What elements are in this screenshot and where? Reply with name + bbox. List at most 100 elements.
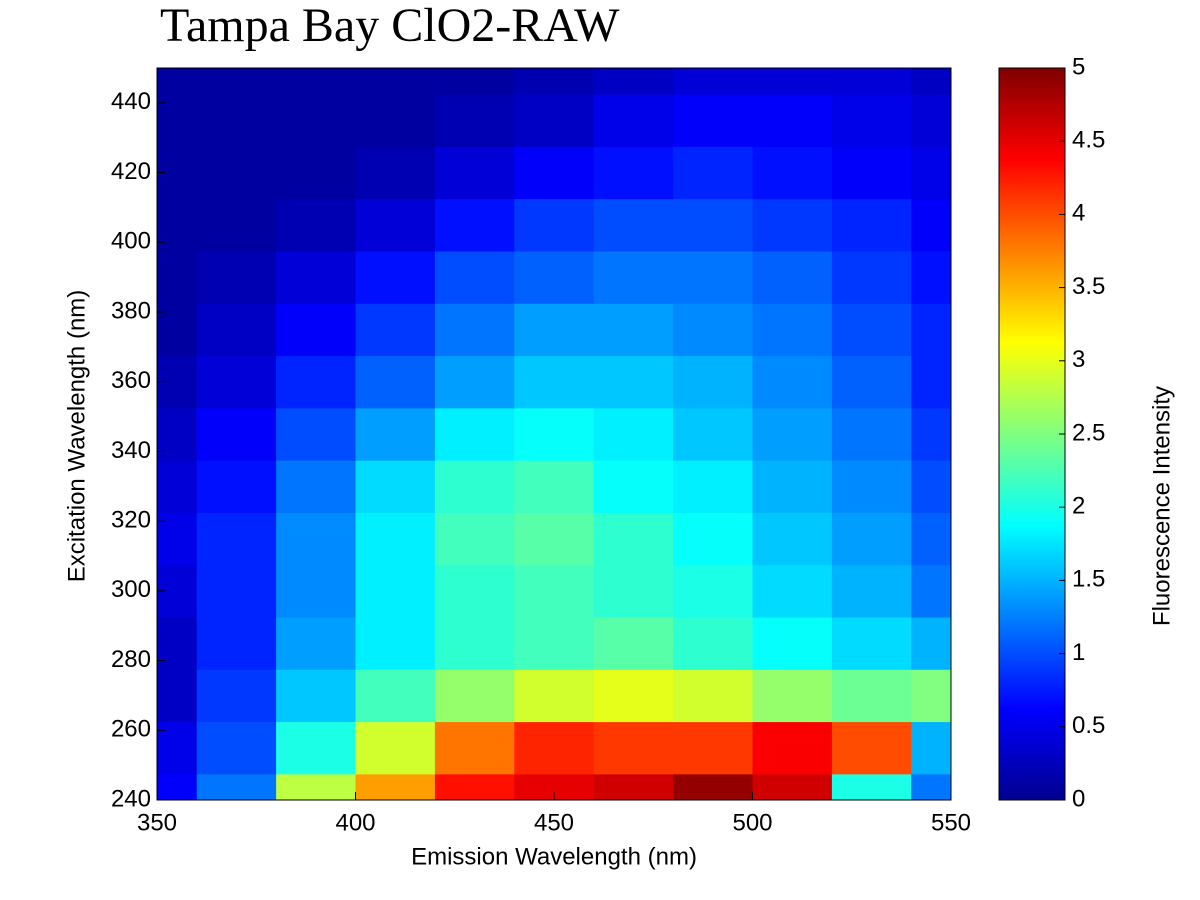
contour-cell (276, 303, 356, 357)
contour-cell (157, 773, 198, 800)
contour-cell (355, 251, 436, 304)
contour-cell (276, 721, 356, 775)
contour-cell (831, 721, 912, 775)
y-tick-label: 280 (111, 646, 151, 673)
contour-cell (673, 617, 753, 670)
contour-cell (911, 303, 951, 357)
contour-cell (752, 303, 833, 357)
contour-cell (593, 407, 674, 461)
contour-cell (752, 146, 833, 200)
y-tick-label: 260 (111, 716, 151, 743)
contour-cell (157, 721, 198, 775)
contour-cell (593, 94, 674, 147)
contour-cell (434, 407, 515, 461)
contour-cell (673, 564, 753, 618)
contour-cell (434, 68, 515, 95)
contour-cell (831, 198, 912, 252)
contour-cell (593, 355, 674, 409)
contour-cell (514, 617, 595, 670)
colorbar-tick-label: 3.5 (1072, 273, 1105, 300)
colorbar-tick-label: 2.5 (1072, 419, 1105, 446)
contour-cell (355, 68, 436, 95)
contour-cell (673, 146, 753, 200)
contour-cell (514, 303, 595, 357)
contour-cell (673, 355, 753, 409)
contour-cell (276, 251, 356, 304)
contour-cell (434, 303, 515, 357)
colorbar-label: Fluorescence Intensity (1148, 386, 1175, 626)
colorbar-tick-label: 0.5 (1072, 712, 1105, 739)
contour-cell (514, 355, 595, 409)
contour-cell (157, 303, 198, 357)
contour-cell (831, 146, 912, 200)
contour-cell (831, 303, 912, 357)
contour-cell (911, 721, 951, 775)
contour-cell (752, 94, 833, 147)
contour-cell (911, 669, 951, 723)
contour-cell (752, 617, 833, 670)
contour-cell (911, 617, 951, 670)
contour-cell (276, 146, 356, 200)
contour-cell (593, 512, 674, 566)
contour-cell (831, 773, 912, 800)
contour-cell (752, 460, 833, 513)
contour-cell (911, 146, 951, 200)
contour-cell (673, 94, 753, 147)
contour-cell (911, 68, 951, 95)
contour-cell (196, 564, 277, 618)
y-tick-label: 400 (111, 228, 151, 255)
chart-title: Tampa Bay ClO2-RAW (160, 0, 620, 52)
contour-cell (355, 146, 436, 200)
contour-cell (673, 773, 753, 800)
contour-cell (434, 146, 515, 200)
contour-cell (911, 564, 951, 618)
y-tick-label: 360 (111, 367, 151, 394)
contour-cell (593, 198, 674, 252)
contour-cell (157, 198, 198, 252)
contour-cell (514, 669, 595, 723)
contour-cell (196, 669, 277, 723)
contour-cell (593, 721, 674, 775)
contour-cell (355, 721, 436, 775)
colorbar (998, 67, 1066, 801)
contour-cell (434, 198, 515, 252)
contour-cell (276, 669, 356, 723)
contour-cell (673, 460, 753, 513)
contour-cell (157, 407, 198, 461)
contour-cell (593, 460, 674, 513)
contour-cell (673, 407, 753, 461)
contour-cell (911, 407, 951, 461)
contour-cell (196, 94, 277, 147)
contour-cell (673, 198, 753, 252)
colorbar-tick-label: 4 (1072, 200, 1085, 227)
contour-cell (355, 355, 436, 409)
contour-cell (831, 512, 912, 566)
x-tick-label: 550 (931, 809, 971, 836)
y-axis-label: Excitation Wavelength (nm) (63, 290, 90, 583)
contour-cell (831, 564, 912, 618)
contour-cell (911, 773, 951, 800)
contour-cell (593, 251, 674, 304)
contour-cell (434, 460, 515, 513)
contour-cell (752, 355, 833, 409)
colorbar-tick-label: 1 (1072, 639, 1085, 666)
contour-cell (752, 407, 833, 461)
contour-cell (196, 617, 277, 670)
contour-cell (434, 564, 515, 618)
contour-cell (276, 773, 356, 800)
contour-cell (831, 355, 912, 409)
contour-cell (752, 198, 833, 252)
contour-cell (434, 512, 515, 566)
x-tick-label: 500 (732, 809, 772, 836)
contour-cell (911, 94, 951, 147)
contour-cell (752, 669, 833, 723)
contour-cell (514, 68, 595, 95)
y-tick-label: 420 (111, 158, 151, 185)
x-tick-label: 450 (534, 809, 574, 836)
contour-cell (911, 198, 951, 252)
contour-cell (514, 721, 595, 775)
contour-cell (276, 355, 356, 409)
contour-cell (752, 68, 833, 95)
contour-cell (752, 564, 833, 618)
contour-cell (673, 721, 753, 775)
